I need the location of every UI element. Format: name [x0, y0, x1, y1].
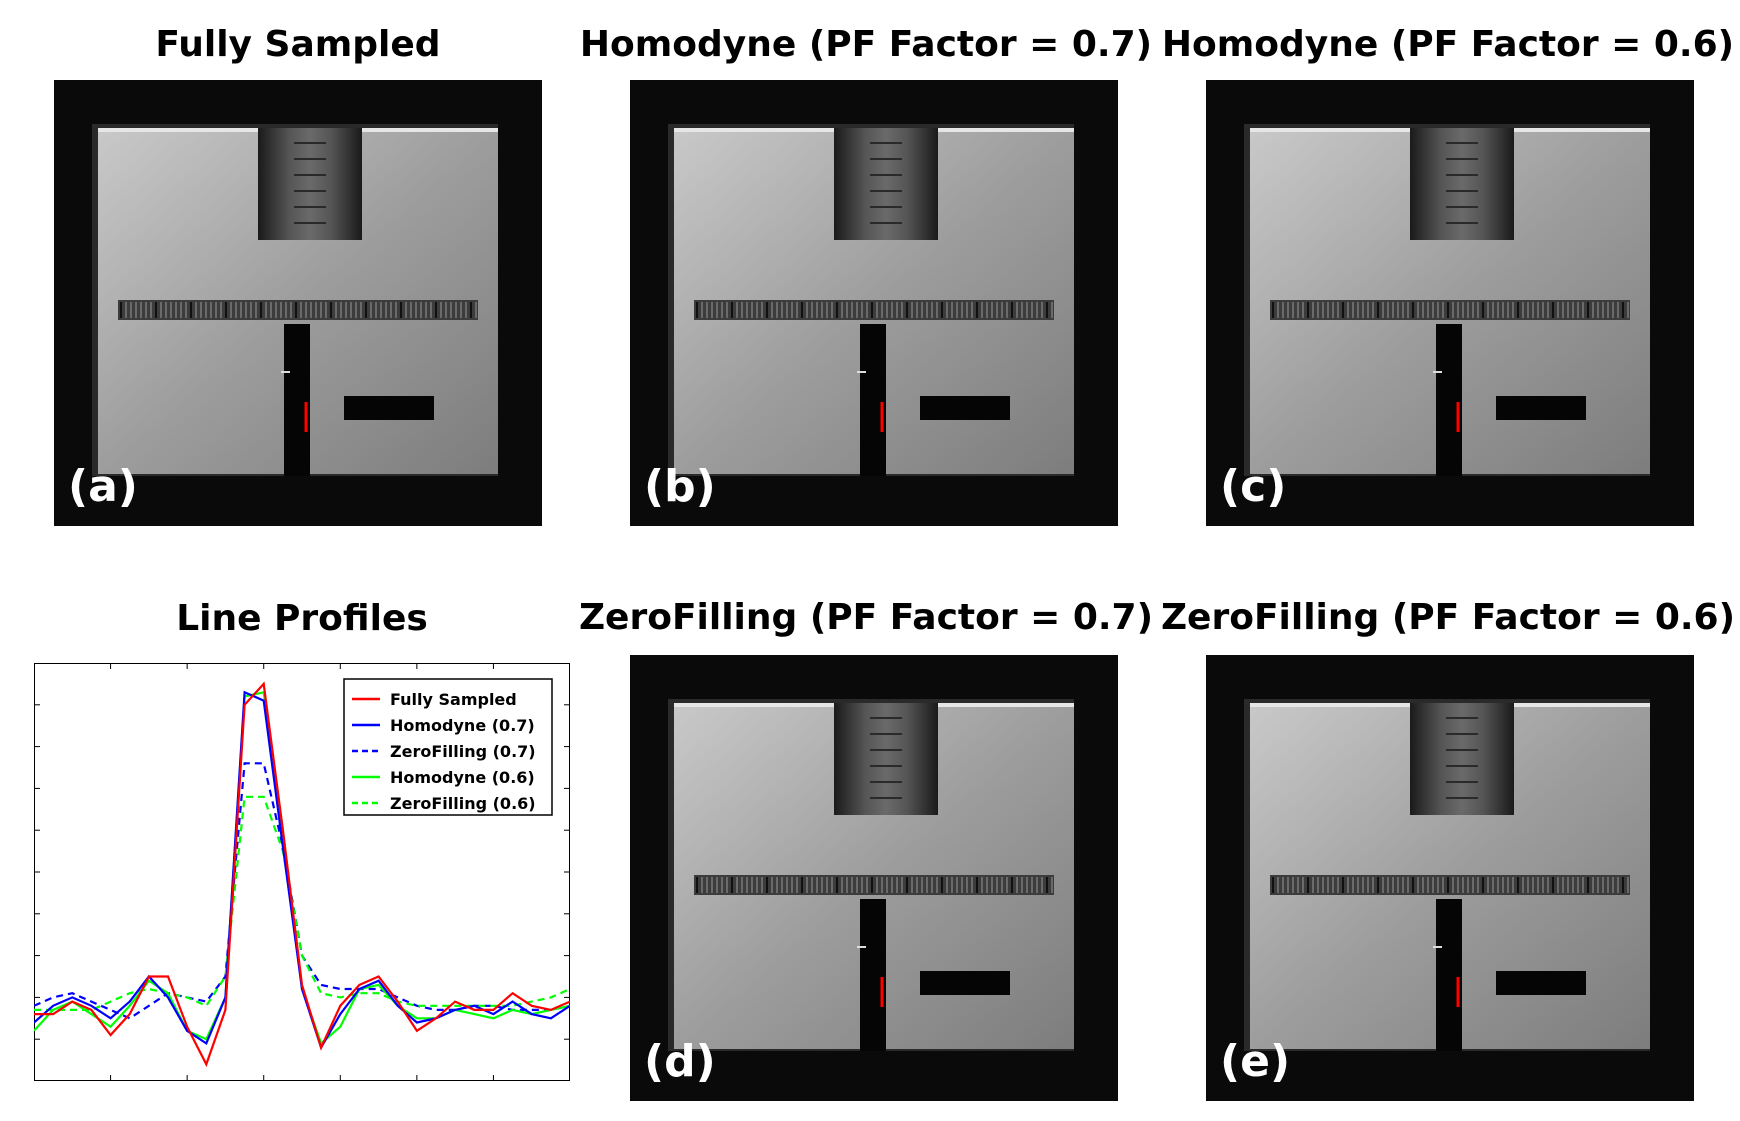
phantom-picture [1206, 655, 1694, 1101]
legend-entry: Homodyne (0.7) [390, 716, 535, 735]
series-line-4 [34, 795, 570, 1011]
mri-image-homodyne-0-7: (b) [630, 80, 1118, 526]
legend-entry: ZeroFilling (0.6) [390, 794, 536, 813]
panel-title-b: Homodyne (PF Factor = 0.7) [579, 24, 1153, 65]
mri-image-fully-sampled: (a) [54, 80, 542, 526]
series-line-0 [34, 681, 570, 1068]
mri-image-zerofilling-0-6: (e) [1206, 655, 1694, 1101]
panel-label: (e) [1220, 1036, 1291, 1087]
phantom-picture [1206, 80, 1694, 526]
panel-label: (b) [644, 461, 716, 512]
legend-entry: Homodyne (0.6) [390, 768, 535, 787]
panel-label: (d) [644, 1036, 716, 1087]
series-line-1 [34, 690, 570, 1051]
phantom-picture [630, 80, 1118, 526]
mri-image-homodyne-0-6: (c) [1206, 80, 1694, 526]
legend-entry: Fully Sampled [390, 690, 517, 709]
legend: Fully Sampled Homodyne (0.7) ZeroFilling (… [343, 678, 553, 816]
panel-title-d: ZeroFilling (PF Factor = 0.7) [578, 597, 1154, 638]
mri-image-zerofilling-0-7: (d) [630, 655, 1118, 1101]
phantom-picture [630, 655, 1118, 1101]
panel-label: (c) [1220, 461, 1287, 512]
panel-label: (a) [68, 461, 138, 512]
panel-title-c: Homodyne (PF Factor = 0.6) [1161, 24, 1735, 65]
line-profiles-svg: Fully Sampled Homodyne (0.7) ZeroFilling (… [34, 663, 570, 1081]
panel-title-e: ZeroFilling (PF Factor = 0.6) [1160, 597, 1736, 638]
panel-title-a: Fully Sampled [155, 24, 441, 65]
legend-entry: ZeroFilling (0.7) [390, 742, 536, 761]
phantom-picture [54, 80, 542, 526]
chart-title: Line Profiles [176, 598, 428, 639]
line-profiles-chart: Fully Sampled Homodyne (0.7) ZeroFilling (… [34, 663, 570, 1081]
